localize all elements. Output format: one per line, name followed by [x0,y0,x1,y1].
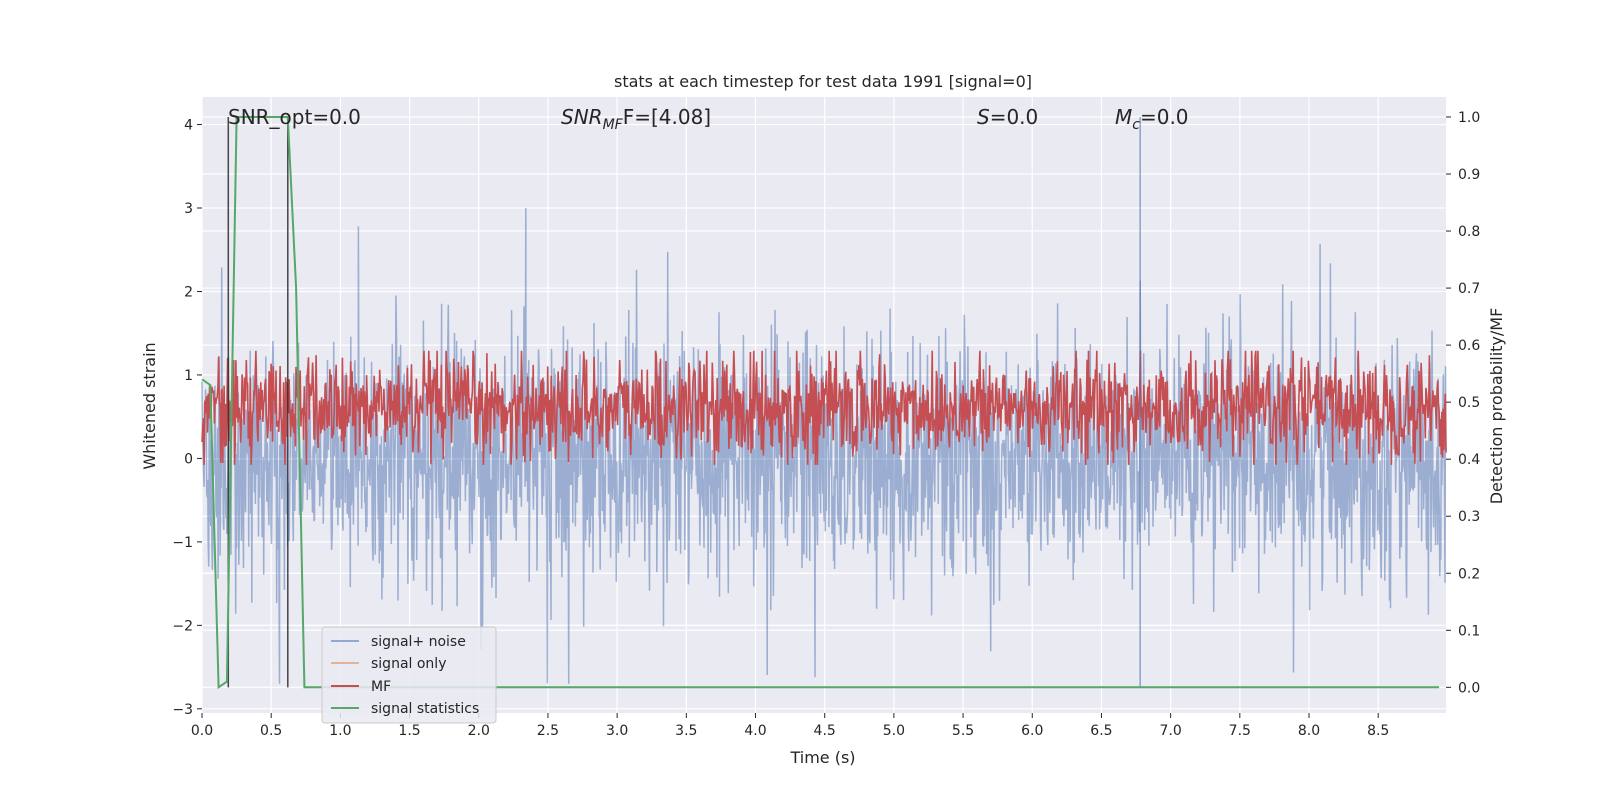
annotation-mc-symbol: M [1115,105,1132,129]
y-left-tick-label: 4 [184,118,193,134]
y-right-tick-label: 0.6 [1458,338,1480,354]
annotation-s-stat: S=0.0 [977,105,1038,129]
y-right-tick-label: 1.0 [1458,110,1480,126]
y-right-axis-ticks: 1.0 0.9 0.8 0.7 0.6 0.5 0.4 0.3 0.2 0.1 0.0 [1446,110,1480,696]
y-right-tick-label: 0.1 [1458,623,1480,639]
x-tick-label: 1.5 [398,723,420,739]
x-axis-ticks: 0.0 0.5 1.0 1.5 2.0 2.5 3.0 3.5 4.0 4.5 5.0 5.5 6.0 6… [191,713,1389,739]
annotation-snr-mf-base: SNR [561,105,603,129]
y-left-axis-ticks: 4 3 2 1 0 −1 −2 −3 [172,118,202,718]
x-tick-label: 6.0 [1021,723,1043,739]
noise-line [201,207,1447,684]
annotation-snr-opt: SNR_opt=0.0 [228,105,361,129]
annotation-snr-mf-rest: F=[4.08] [623,105,711,129]
annotation-snr-mf: SNRMFF=[4.08] [561,105,711,133]
signal-statistics-line [201,116,1440,690]
series-mf [201,350,1447,465]
legend-label-signal-only: signal only [371,656,446,672]
chart-title: stats at each timestep for test data 199… [614,72,1032,91]
x-tick-label: 6.5 [1090,723,1112,739]
y-left-tick-label: 3 [184,201,193,217]
x-tick-label: 4.0 [744,723,766,739]
legend-label-signal-statistics: signal statistics [371,701,479,717]
x-tick-label: 2.5 [537,723,559,739]
x-axis-label: Time (s) [789,748,855,767]
y-right-tick-label: 0.0 [1458,680,1480,696]
x-tick-label: 3.5 [675,723,697,739]
annotation-mc-value: =0.0 [1140,105,1189,129]
annotation-mc-sub: c [1132,117,1140,133]
x-tick-label: 0.0 [191,723,213,739]
y-right-axis-label: Detection probability/MF [1487,308,1506,505]
x-tick-label: 5.0 [883,723,905,739]
y-left-axis-label: Whitened strain [140,342,159,469]
x-tick-label: 1.0 [329,723,351,739]
legend-box [321,626,497,724]
x-tick-label: 2.0 [468,723,490,739]
y-right-tick-label: 0.9 [1458,167,1480,183]
x-tick-label: 4.5 [814,723,836,739]
x-tick-label: 7.5 [1229,723,1251,739]
mf-line [201,350,1447,465]
annotation-s-symbol: S [977,105,990,129]
y-left-tick-label: −3 [172,702,193,718]
y-left-tick-label: 0 [184,451,193,467]
y-right-tick-label: 0.7 [1458,281,1480,297]
x-tick-label: 8.5 [1367,723,1389,739]
x-tick-label: 7.0 [1159,723,1181,739]
x-tick-label: 3.0 [606,723,628,739]
annotation-snr-mf-sub: MF [603,117,624,133]
y-left-tick-label: 2 [184,284,193,300]
y-left-tick-label: 1 [184,368,193,384]
legend-label-signal-noise: signal+ noise [371,634,466,650]
annotation-s-value: =0.0 [990,105,1039,129]
series-signal-statistics [201,116,1440,690]
y-left-tick-label: −1 [172,535,193,551]
y-right-tick-label: 0.2 [1458,566,1480,582]
legend: signal+ noise signal only MF signal stat… [321,626,497,724]
y-left-tick-label: −2 [172,618,193,634]
y-right-tick-label: 0.5 [1458,395,1480,411]
annotation-mc: Mc=0.0 [1115,105,1189,133]
x-tick-label: 8.0 [1298,723,1320,739]
y-right-tick-label: 0.4 [1458,452,1480,468]
x-tick-label: 5.5 [952,723,974,739]
series-signal-noise [201,207,1447,684]
y-right-tick-label: 0.8 [1458,224,1480,240]
x-tick-label: 0.5 [260,723,282,739]
legend-label-mf: MF [371,679,391,695]
y-right-tick-label: 0.3 [1458,509,1480,525]
